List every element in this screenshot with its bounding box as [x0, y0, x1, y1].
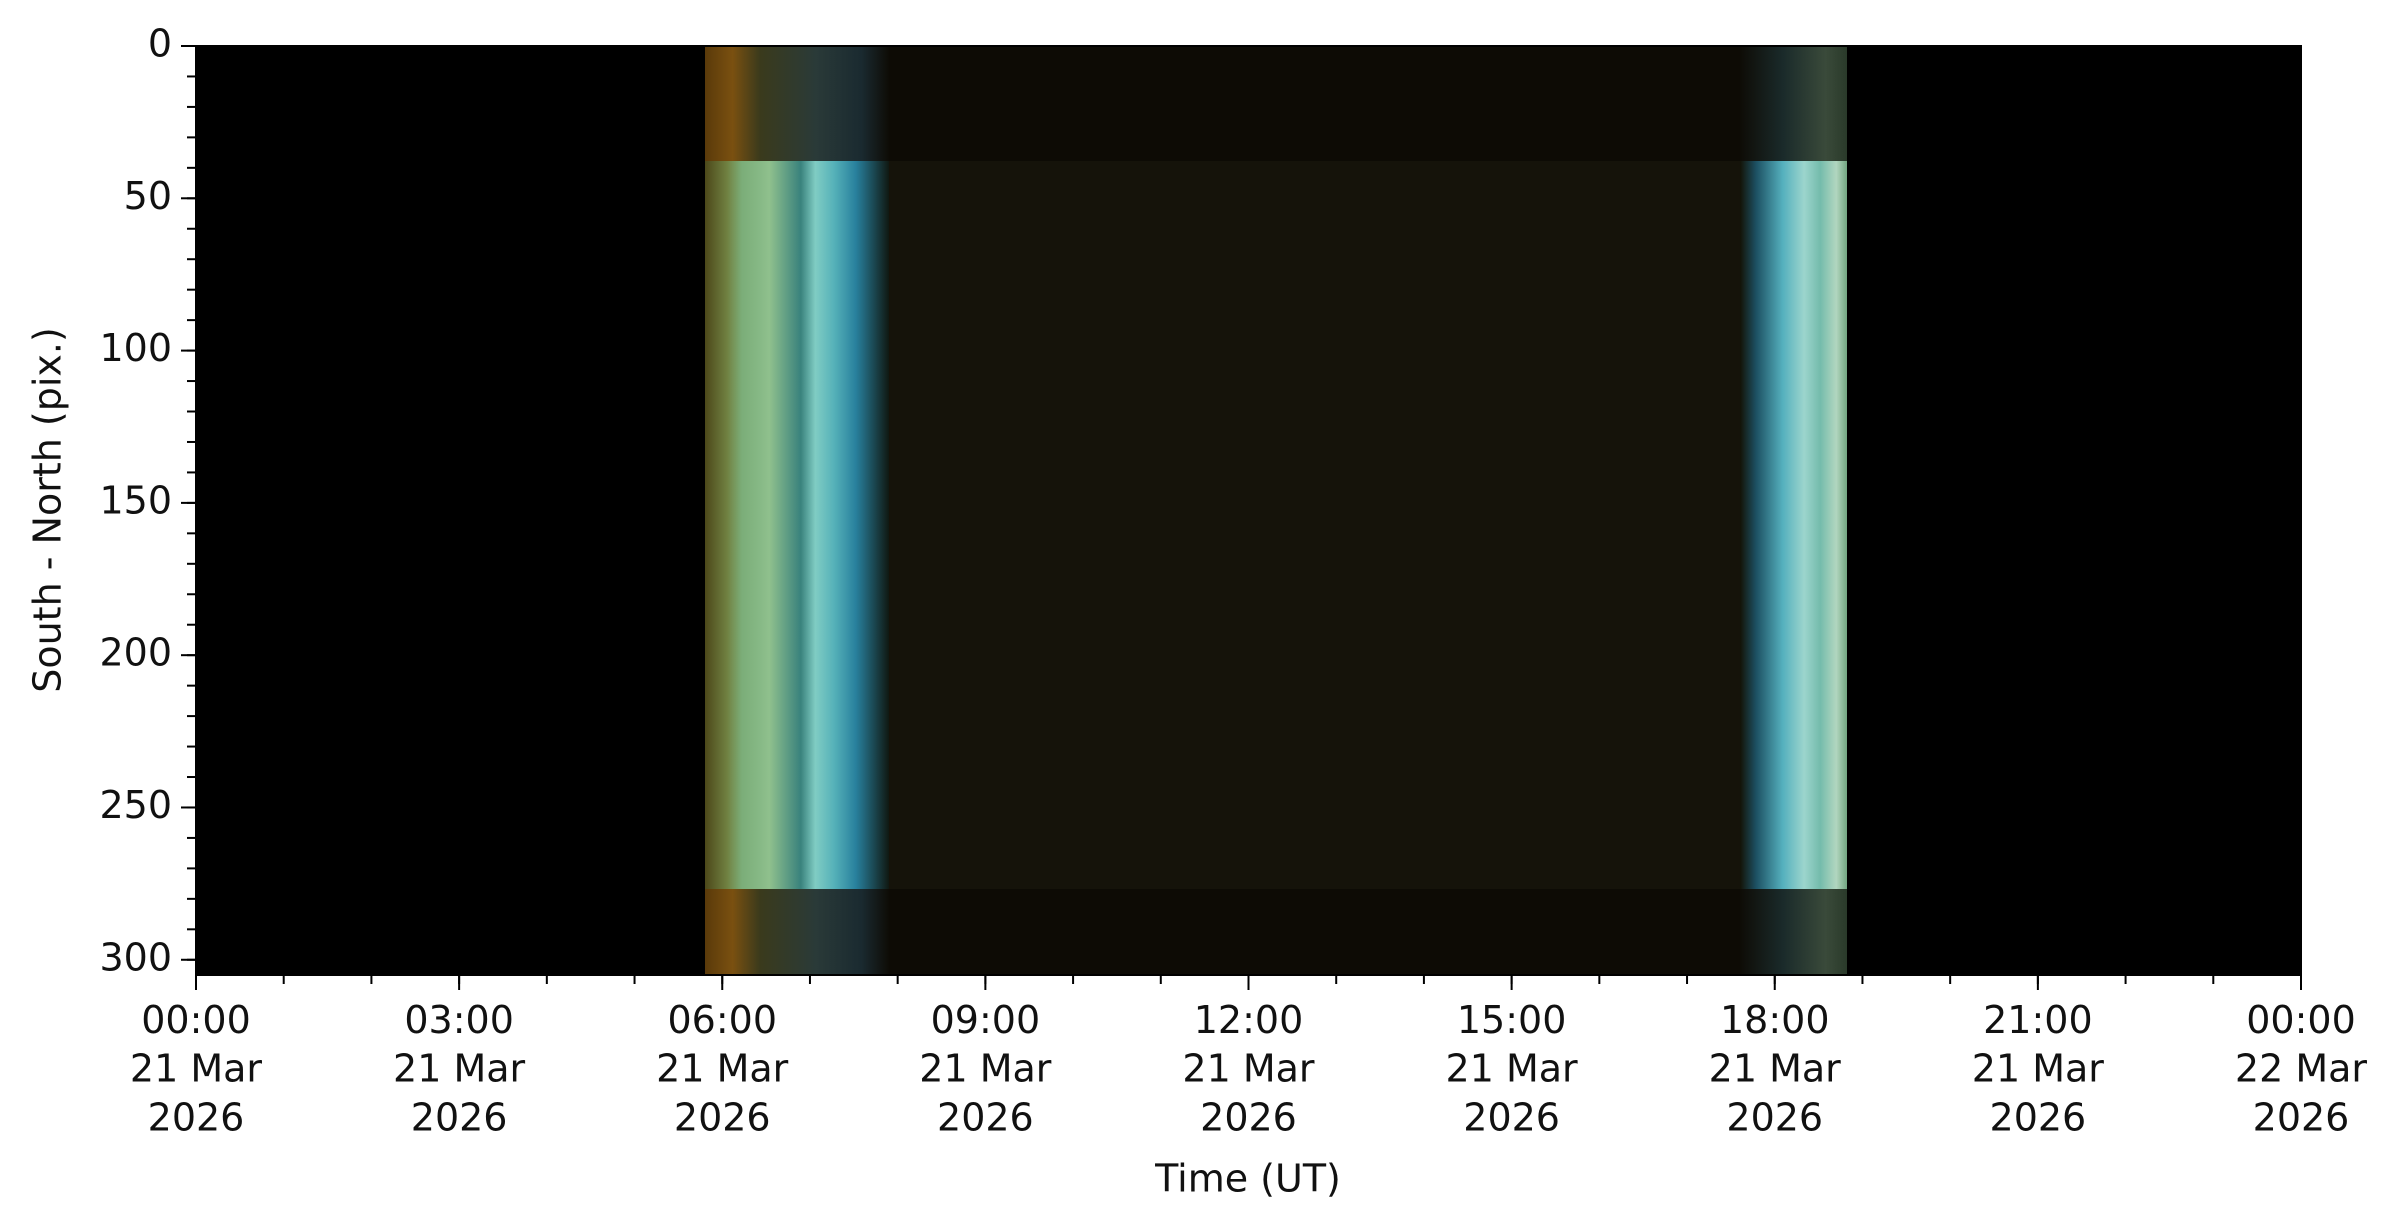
y-axis-label: South - North (pix.) [26, 327, 70, 693]
y-tick-label: 0 [148, 22, 172, 66]
y-tick-label: 300 [99, 935, 172, 979]
x-tick-label: 06:00 21 Mar 2026 [656, 998, 789, 1139]
x-tick-label: 00:00 22 Mar 2026 [2235, 998, 2368, 1139]
y-tick-label: 250 [99, 783, 172, 827]
y-tick-label: 150 [99, 478, 172, 522]
x-tick-label: 21:00 21 Mar 2026 [1972, 998, 2105, 1139]
y-tick-label: 100 [99, 326, 172, 370]
x-axis-label: Time (UT) [1154, 1157, 1341, 1201]
x-tick-label: 15:00 21 Mar 2026 [1446, 998, 1579, 1139]
x-tick-label: 12:00 21 Mar 2026 [1182, 998, 1315, 1139]
x-tick-label: 00:00 21 Mar 2026 [130, 998, 263, 1139]
x-tick-label: 18:00 21 Mar 2026 [1709, 998, 1842, 1139]
x-tick-label: 09:00 21 Mar 2026 [919, 998, 1052, 1139]
keogram-image [196, 46, 2301, 975]
x-tick-label: 03:00 21 Mar 2026 [393, 998, 526, 1139]
y-tick-label: 50 [124, 174, 172, 218]
y-tick-label: 200 [99, 631, 172, 675]
